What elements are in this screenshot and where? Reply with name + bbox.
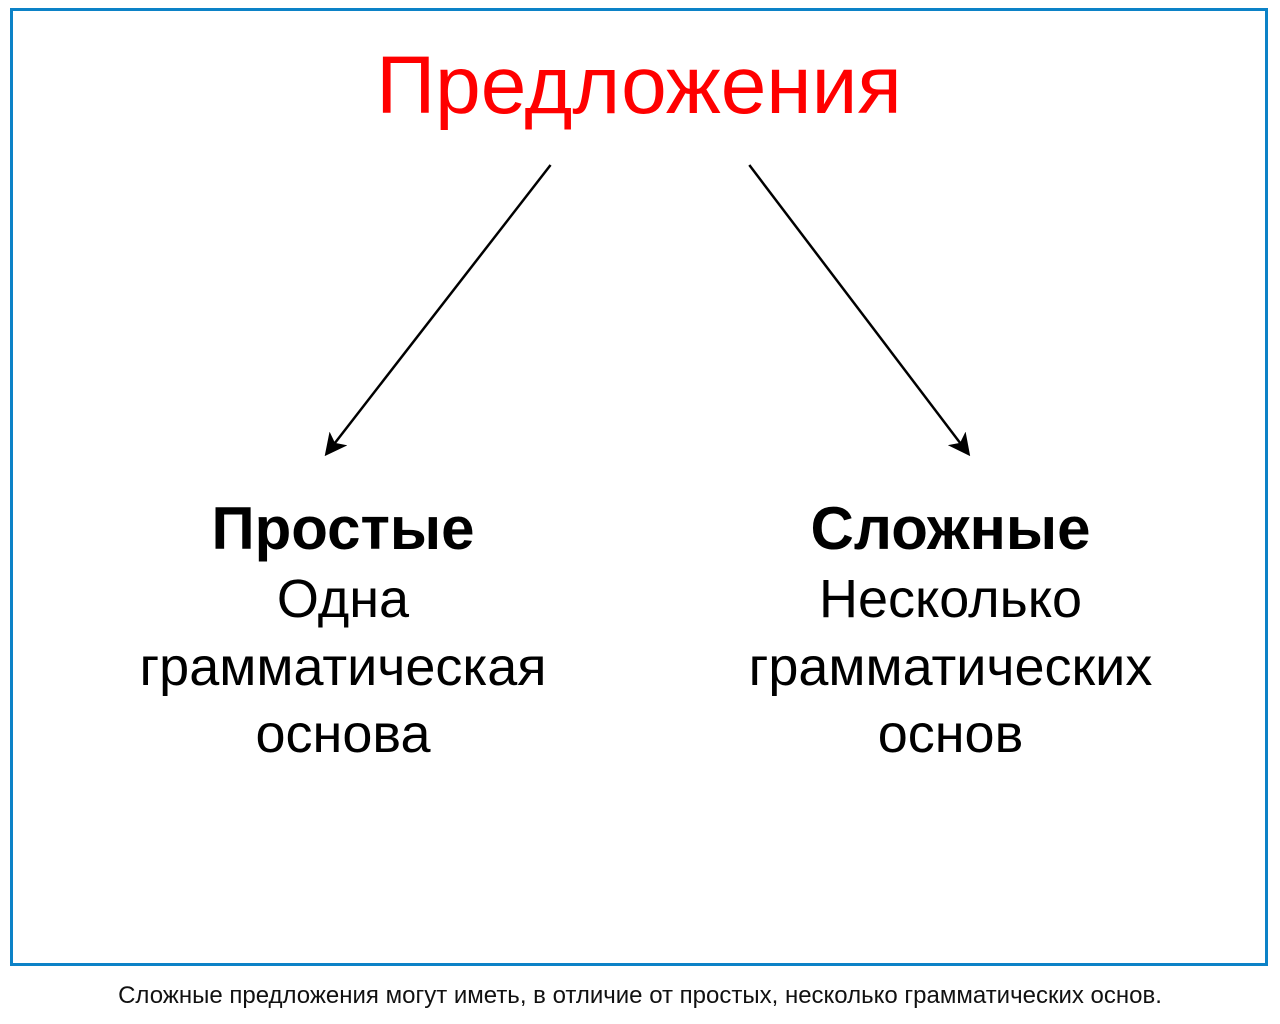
arrow-right [749,165,968,453]
branch-right-description: Несколько грамматических основ [673,566,1228,769]
branch-left: Простые Одна грамматическая основа [83,491,603,769]
branch-left-heading: Простые [83,491,603,566]
branch-right-heading: Сложные [673,491,1228,566]
diagram-frame: Предложения Простые Одна грамматическая … [10,8,1268,966]
caption-text: Сложные предложения могут иметь, в отлич… [0,982,1280,1010]
arrows-layer [13,11,1265,963]
branch-right: Сложные Несколько грамматических основ [673,491,1228,769]
branch-left-description: Одна грамматическая основа [83,566,603,769]
diagram-title: Предложения [13,39,1265,133]
arrow-left [327,165,551,453]
